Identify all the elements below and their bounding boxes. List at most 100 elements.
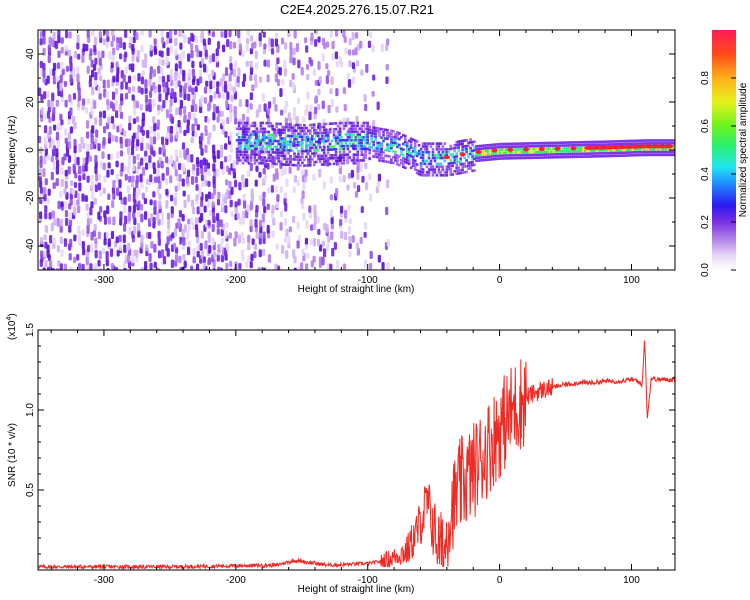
spectrogram-ridge-cell [336,162,340,165]
spectrogram-ridge-cell [243,156,247,159]
spectrogram-noise-cell [185,175,190,184]
spectrogram-ridge-cell [388,149,391,152]
spectrogram-ridge-cell [332,162,336,166]
spectrogram-noise-cell [360,69,364,76]
spectrogram-ridge-cell [340,156,344,159]
spectrogram-ridge-cell [338,121,342,125]
spectrogram-ridge-cell [479,144,482,148]
spectrogram-ridge-cell [419,173,423,177]
spectrogram-ridge-cell [528,145,532,148]
spectrogram-noise-cell [293,30,297,39]
spectrogram-noise-cell [148,155,152,164]
spectrogram-ridge-cell [639,150,642,154]
spectrogram-noise-cell [128,226,132,236]
spectrogram-ridge-cell [398,155,401,158]
spectrogram-noise-cell [169,99,173,107]
spectrogram-ridge-cell [334,136,338,140]
spectrogram-noise-cell [191,123,195,132]
spectrogram-ridge-cell [322,131,326,135]
spectrogram-noise-cell [347,78,352,88]
spectrogram-noise-cell [94,117,98,125]
spectrogram-noise-cell [42,62,46,71]
spectrogram-ridge-cell [307,143,310,147]
spectrogram-ridge-cell [673,147,675,151]
spectrogram-noise-cell [161,59,165,66]
spectrogram-ridge-cell [259,141,263,145]
spectrogram-ridge-cell [413,153,417,157]
spectrogram-noise-cell [171,232,175,239]
spectrogram-ridge-cell [437,153,441,157]
spectrogram-noise-cell [111,91,116,100]
spectrogram-noise-cell [77,93,82,101]
spectrogram-ridge-cell [534,156,538,160]
spectrogram-ridge-cell [283,131,286,135]
spectrogram-noise-cell [86,65,90,74]
spectrogram-ridge-cell [396,145,399,149]
spectrogram-noise-cell [128,175,132,183]
spectrogram-ridge-cell [449,159,453,162]
spectrogram-noise-cell [152,129,156,137]
spectrogram-ridge-cell [249,144,253,148]
spectrogram-noise-cell [249,74,253,82]
spectrogram-x-ticks: -300 -200 -100 0 100 [50,30,659,286]
spectrogram-ridge-cell [297,161,300,164]
spectrogram-noise-cell [249,219,253,227]
spectrogram-ridge-cell [455,140,459,144]
spectrogram-ridge-cell [411,147,415,150]
spectrogram-ridge-cell [530,144,534,148]
spectrogram-ridge-cell [275,122,278,126]
spectrogram-ridge-cell [269,142,273,145]
spectrogram-ridge-cell [350,130,354,133]
spectrogram-ridge-cell [665,142,668,145]
spectrogram-noise-cell [220,144,224,154]
spectrogram-ridge-cell [651,147,654,151]
spectrogram-ridge-cell [370,131,373,135]
spectrogram-noise-cell [73,206,77,216]
spectrogram-ridge-cell [370,140,373,143]
spectrogram-noise-cell [160,160,164,169]
spectrogram-ridge-cell [360,127,364,131]
spectrogram-ridge-cell [259,162,263,165]
spectrogram-ridge-cell [514,142,518,146]
spectrogram-noise-cell [216,81,220,88]
spectrogram-noise-cell [275,32,279,39]
spectrogram-ridge-cell [273,162,277,166]
spectrogram-ridge-cell [303,158,306,162]
spectrogram-noise-cell [203,171,207,180]
spectrogram-ridge-cell [413,139,417,142]
spectrogram-ridge-cell [376,129,379,133]
spectrogram-ridge-cell [407,159,411,163]
spectrogram-ridge-cell [374,152,377,156]
spectrogram-ridge-cell [534,153,538,157]
spectrogram-noise-cell [242,73,247,82]
spectrogram-noise-cell [149,125,153,133]
spectrogram-ridge-cell [411,158,415,162]
spectrogram-ridge-cell [301,161,304,165]
spectrogram-noise-cell [178,30,182,38]
spectrogram-noise-cell [359,236,363,244]
spectrogram-noise-cell [107,116,111,125]
spectrogram-ridge-cell [309,155,312,158]
spectrogram-ridge-cell [465,144,468,148]
spectrogram-noise-cell [198,188,202,197]
spectrogram-ridge-cell [374,146,377,150]
spectrogram-noise-cell [250,253,254,262]
spectrogram-ridge-cell [237,141,241,145]
spectrogram-noise-cell [240,249,244,257]
spectrogram-ridge-cell [324,131,328,134]
spectrogram-noise-cell [133,217,137,226]
spectrogram-noise-cell [145,186,149,193]
snr-x-tick-label: -200 [226,575,246,586]
spectrogram-ridge-cell [322,160,326,163]
spectrogram-noise-cell [88,217,93,225]
spectrogram-ridge-cell [263,156,267,159]
spectrogram-ridge-cell [580,149,583,153]
spectrogram-noise-cell [229,144,233,153]
spectrogram-noise-cell [187,93,191,102]
spectrogram-ridge-cell [570,149,573,153]
spectrogram-ridge-cell [261,150,265,154]
spectrogram-ridge-cell [350,144,354,148]
spectrogram-ridge-cell [481,147,484,150]
spectrogram-ridge-cell [352,141,356,145]
